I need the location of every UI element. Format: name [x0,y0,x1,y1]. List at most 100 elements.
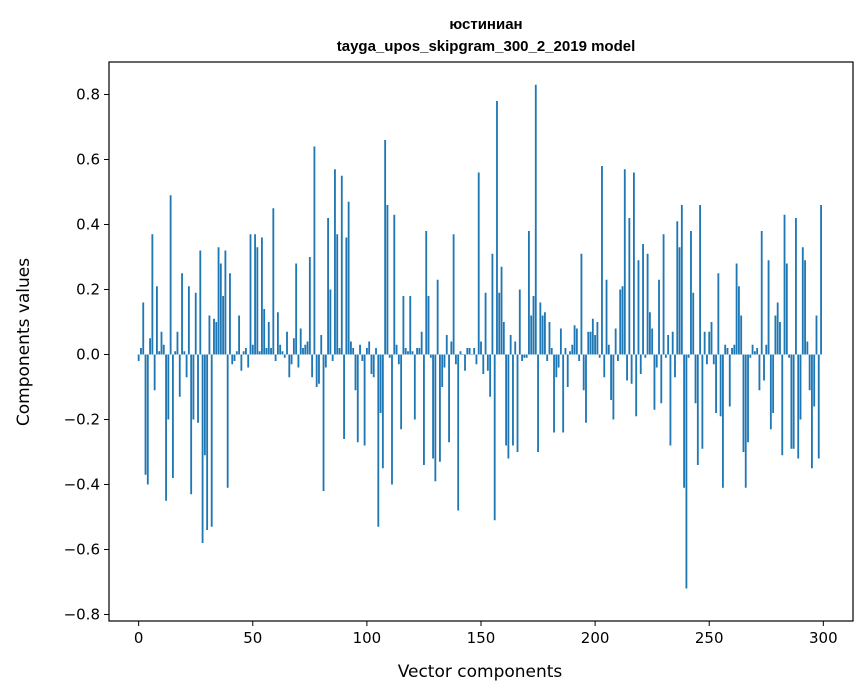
bar [621,286,624,355]
bar [523,354,526,358]
bar [174,351,177,355]
bar [619,289,622,355]
bar [276,312,279,355]
bar [740,315,743,355]
bar [585,354,587,423]
bar [575,328,578,355]
y-tick-label: 0.0 [76,346,100,364]
bar [292,338,295,355]
y-tick-label: −0.8 [64,606,100,624]
bar [242,351,245,355]
bar [201,354,204,543]
bar [493,354,496,521]
bar [480,341,482,355]
bar [256,247,259,355]
bar [192,354,195,420]
y-tick-label: 0.6 [76,151,100,169]
y-tick-label: −0.4 [64,476,100,494]
bar [642,244,644,355]
bar [680,205,683,355]
bar [763,354,765,381]
bar [381,354,384,469]
bar [413,354,416,420]
x-tick-label: 0 [134,629,144,647]
bar [464,354,466,371]
bar [555,354,558,378]
bar [598,354,601,358]
bar [254,234,256,355]
bar [737,286,740,355]
bar [411,351,414,355]
bar [359,344,361,355]
bar [267,322,270,355]
bar [708,331,711,355]
bar [486,354,489,371]
bar [715,354,717,413]
y-axis-ticks: −0.8 −0.6 −0.4 −0.2 0.0 0.2 0.4 0.6 0.8 [64,86,109,624]
bar [263,309,266,355]
bar [694,354,697,404]
bar [498,292,501,355]
bar [365,348,368,355]
bar [393,214,396,355]
bar [719,354,722,417]
bar [664,354,667,358]
bar [391,354,393,485]
bar [696,354,699,465]
bar [377,354,380,527]
bar [548,322,551,355]
bar [587,331,590,355]
bar [384,140,387,355]
y-axis-label: Components values [14,258,34,426]
bar [400,354,403,430]
bar [795,218,797,355]
bar [626,354,628,381]
bar [658,279,660,355]
x-tick-label: 300 [809,629,838,647]
bar [162,344,165,355]
bar [311,354,314,378]
bar [500,266,503,355]
bar [722,354,724,488]
bar [235,351,238,355]
bar [669,354,672,446]
bar [559,328,562,355]
bar [343,354,345,439]
bar [331,354,334,361]
bar [386,205,389,355]
bar [457,354,460,511]
bar [454,354,457,365]
bar [149,338,151,355]
bar [539,302,542,355]
bar [521,354,523,361]
bar [249,234,252,355]
bar [655,354,658,368]
bar [623,169,626,355]
bar [569,351,571,355]
bar [340,175,343,355]
bar [813,354,816,407]
bar [153,354,156,391]
bar [178,354,181,397]
bar [507,354,510,459]
bar [288,354,291,378]
bar [429,354,432,358]
bar [304,344,307,355]
bar [473,348,476,355]
bar [388,354,391,358]
bar [607,344,610,355]
bar [742,354,745,452]
bar [674,354,676,378]
bar [320,335,323,355]
bar [550,348,553,355]
bar [477,172,480,355]
bar [169,195,172,355]
bar [197,354,199,423]
bar [238,315,240,355]
bar [352,348,355,355]
bar [699,205,702,355]
bar [345,237,348,355]
x-axis-label: Vector components [398,662,563,682]
bar [546,354,549,361]
bar [395,344,398,355]
